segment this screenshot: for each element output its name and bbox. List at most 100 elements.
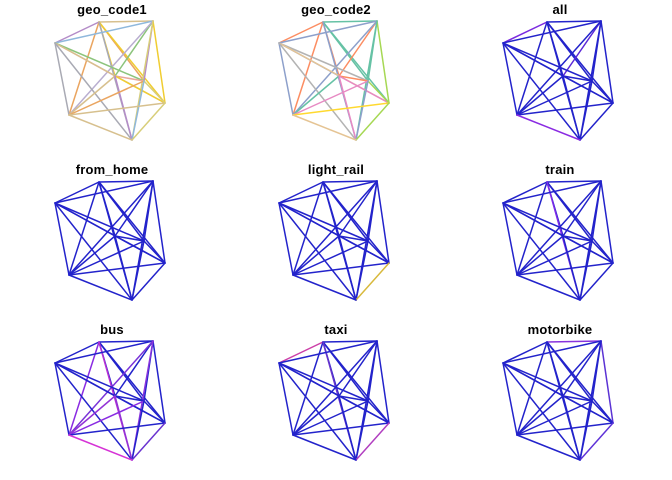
- graph-edge: [516, 181, 548, 276]
- graph-edge: [516, 20, 602, 116]
- graph-edge: [68, 262, 166, 276]
- graph-edge: [322, 21, 390, 104]
- graph-edge: [54, 341, 100, 364]
- graph-edge: [278, 202, 369, 242]
- graph-edge: [98, 180, 154, 183]
- graph-edge: [68, 235, 116, 276]
- graph-edge: [355, 80, 369, 141]
- graph-edge: [152, 180, 166, 264]
- graph-edge: [131, 102, 166, 141]
- graph-edge: [546, 340, 602, 343]
- graph-edge: [292, 422, 390, 436]
- graph-edge: [562, 340, 602, 397]
- graph-edge: [292, 434, 357, 461]
- network-plot: [278, 20, 390, 141]
- panel-from-home: from_home: [0, 160, 224, 320]
- graph-edge: [562, 395, 593, 402]
- graph-edge: [292, 80, 369, 116]
- graph-edge: [98, 21, 166, 104]
- graph-edge: [516, 180, 602, 276]
- graph-edge: [98, 181, 166, 264]
- graph-edge: [338, 75, 390, 104]
- graph-edge: [292, 340, 378, 436]
- graph-edge: [54, 340, 154, 364]
- graph-edge: [502, 202, 581, 301]
- graph-edge: [546, 341, 614, 424]
- graph-edge: [338, 395, 390, 424]
- panel-light-rail: light_rail: [224, 160, 448, 320]
- graph-edge: [502, 362, 581, 461]
- graph-edge: [338, 180, 378, 237]
- graph-edge: [546, 181, 614, 264]
- graph-edge: [278, 42, 294, 116]
- graph-edge: [114, 20, 154, 77]
- graph-edge: [292, 114, 357, 141]
- graph-edge: [114, 395, 145, 402]
- graph-edge: [579, 262, 614, 301]
- graph-edge: [591, 80, 614, 104]
- network-plot: [502, 180, 614, 301]
- graph-edge: [114, 75, 145, 82]
- graph-edge: [562, 235, 614, 264]
- graph-edge: [278, 362, 369, 402]
- graph-edge: [152, 340, 166, 424]
- graph-edge: [376, 180, 390, 264]
- graph-edge: [591, 400, 614, 424]
- graph-edge: [355, 400, 369, 461]
- graph-edge: [54, 362, 145, 402]
- panel-title: all: [552, 2, 568, 17]
- panel-bus: bus: [0, 320, 224, 480]
- graph-edge: [278, 42, 357, 141]
- network-plot: [54, 20, 166, 141]
- graph-edge: [322, 181, 390, 264]
- graph-edge: [114, 75, 166, 104]
- graph-edge: [131, 400, 145, 461]
- graph-edge: [516, 80, 593, 116]
- graph-edge: [278, 20, 378, 44]
- graph-edge: [546, 180, 602, 183]
- graph-edge: [292, 341, 324, 436]
- graph-edge: [131, 240, 145, 301]
- graph-edge: [502, 42, 581, 141]
- graph-edge: [54, 42, 133, 141]
- graph-edge: [562, 395, 614, 424]
- graph-edge: [114, 180, 154, 237]
- graph-edge: [502, 181, 548, 204]
- graph-edge: [278, 362, 294, 436]
- graph-edge: [98, 20, 154, 23]
- graph-edge: [516, 114, 581, 141]
- graph-edge: [355, 262, 390, 301]
- graph-edge: [322, 20, 378, 23]
- graph-edge: [502, 180, 602, 204]
- graph-edge: [131, 80, 145, 141]
- graph-edge: [579, 240, 593, 301]
- graph-edge: [68, 20, 154, 116]
- panel-geo-code1: geo_code1: [0, 0, 224, 160]
- graph-edge: [516, 102, 614, 116]
- graph-edge: [54, 20, 154, 44]
- graph-edge: [516, 235, 564, 276]
- panel-all: all: [448, 0, 672, 160]
- panel-title: from_home: [75, 162, 149, 177]
- graph-edge: [98, 340, 154, 343]
- graph-edge: [516, 262, 614, 276]
- graph-edge: [54, 202, 133, 301]
- graph-edge: [322, 180, 378, 183]
- graph-edge: [54, 180, 154, 204]
- graph-edge: [502, 202, 518, 276]
- graph-edge: [114, 235, 145, 242]
- graph-edge: [68, 114, 133, 141]
- graph-edge: [338, 20, 378, 77]
- graph-edge: [338, 395, 369, 402]
- graph-edge: [114, 235, 166, 264]
- graph-edge: [516, 75, 564, 116]
- graph-edge: [54, 362, 133, 461]
- graph-edge: [54, 42, 145, 82]
- panel-title: light_rail: [307, 162, 365, 177]
- graph-edge: [355, 102, 390, 141]
- network-plot: [502, 20, 614, 141]
- graph-edge: [292, 235, 340, 276]
- graph-edge: [278, 340, 378, 364]
- graph-edge: [292, 400, 369, 436]
